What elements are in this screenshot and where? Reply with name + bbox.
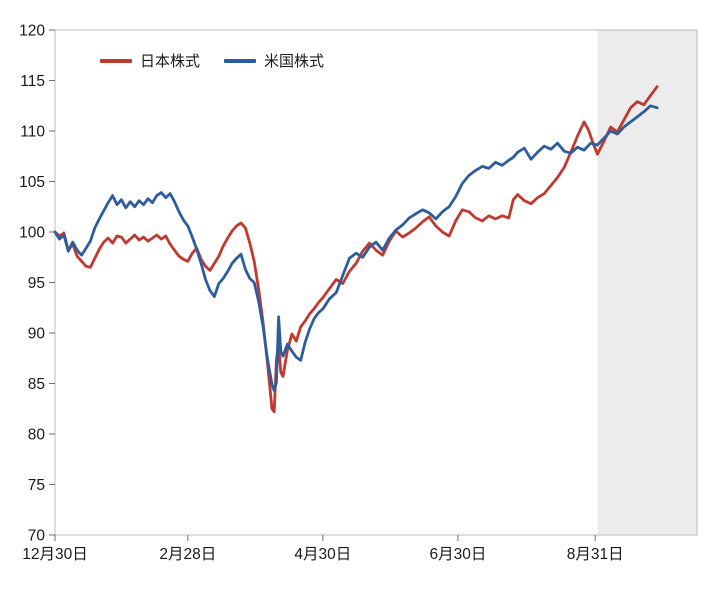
japan-line-swatch-icon <box>100 58 132 63</box>
y-tick-label: 70 <box>28 528 46 545</box>
chart-legend: 日本株式 米国株式 <box>100 50 324 71</box>
x-tick-label: 2月28日 <box>159 546 216 563</box>
x-tick-label: 6月30日 <box>429 546 486 563</box>
us-line-swatch-icon <box>224 58 257 63</box>
y-tick-label: 120 <box>19 23 45 40</box>
shaded-region-recent-period <box>597 30 697 535</box>
legend-label-japan-stocks: 日本株式 <box>140 53 201 70</box>
y-tick-label: 110 <box>20 124 45 141</box>
x-tick-label: 8月31日 <box>567 546 624 563</box>
line-us-stocks <box>53 104 659 393</box>
legend-item-us-stocks: 米国株式 <box>224 50 324 71</box>
legend-item-japan-stocks: 日本株式 <box>100 50 200 71</box>
y-tick-label: 75 <box>28 477 45 494</box>
y-tick-label: 100 <box>19 225 45 242</box>
x-tick-label: 12月30日 <box>22 546 87 563</box>
x-tick-label: 4月30日 <box>294 546 351 563</box>
y-tick-label: 95 <box>28 275 45 292</box>
y-tick-label: 85 <box>28 376 45 393</box>
line-japan-stocks <box>53 85 659 414</box>
legend-label-us-stocks: 米国株式 <box>264 53 325 70</box>
y-tick-label: 115 <box>20 73 45 90</box>
y-tick-label: 80 <box>28 427 46 444</box>
y-tick-label: 105 <box>19 174 45 191</box>
y-tick-label: 90 <box>28 326 46 343</box>
